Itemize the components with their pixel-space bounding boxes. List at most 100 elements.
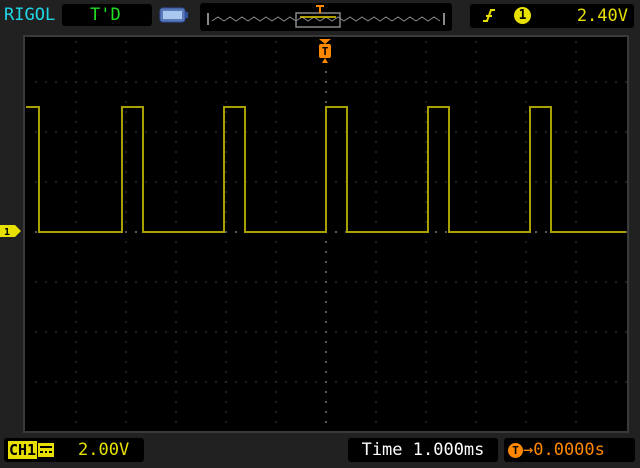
trigger-level: 2.40V — [576, 6, 628, 26]
grid-dot — [445, 331, 447, 333]
memory-depth-bar[interactable] — [200, 3, 452, 31]
grid-dot — [275, 201, 277, 203]
grid-dot — [95, 131, 97, 133]
grid-dot — [615, 381, 617, 383]
grid-dot — [175, 381, 177, 383]
grid-dot — [275, 331, 277, 333]
grid-dot — [435, 281, 437, 283]
grid-dot — [325, 391, 327, 393]
grid-dot — [65, 381, 67, 383]
grid-dot — [175, 331, 177, 333]
grid-dot — [275, 321, 277, 323]
grid-dot — [125, 151, 127, 153]
grid-dot — [515, 381, 517, 383]
grid-dot — [125, 351, 127, 353]
grid-dot — [505, 381, 507, 383]
grid-dot — [515, 81, 517, 83]
grid-dot — [325, 351, 327, 353]
grid-dot — [225, 171, 227, 173]
grid-dot — [565, 81, 567, 83]
grid-dot — [625, 181, 627, 183]
grid-dot — [615, 331, 617, 333]
grid-dot — [175, 301, 177, 303]
trigger-source-badge: 1 — [514, 7, 531, 24]
ch1-scale-panel[interactable]: CH1 2.00V — [4, 438, 144, 462]
grid-dot — [275, 161, 277, 163]
ch1-ground-marker[interactable]: 1 — [0, 224, 22, 238]
grid-dot — [535, 331, 537, 333]
grid-dot — [125, 321, 127, 323]
grid-dot — [425, 81, 427, 83]
grid-dot — [75, 401, 77, 403]
grid-dot — [175, 181, 177, 183]
grid-dot — [175, 251, 177, 253]
grid-dot — [285, 131, 287, 133]
grid-dot — [75, 411, 77, 413]
grid-dot — [425, 131, 427, 133]
grid-dot — [495, 331, 497, 333]
grid-dot — [475, 151, 477, 153]
grid-dot — [45, 181, 47, 183]
grid-dot — [35, 81, 37, 83]
grid-dot — [215, 381, 217, 383]
trigger-panel[interactable]: 1 2.40V — [470, 4, 634, 28]
grid-dot — [395, 81, 397, 83]
grid-dot — [165, 181, 167, 183]
grid-dot — [475, 61, 477, 63]
grid-dot — [155, 181, 157, 183]
grid-dot — [75, 341, 77, 343]
grid-dot — [395, 381, 397, 383]
grid-dot — [215, 181, 217, 183]
waveform-display[interactable]: T — [23, 35, 629, 433]
grid-dot — [75, 111, 77, 113]
grid-dot — [125, 331, 127, 333]
grid-dot — [155, 381, 157, 383]
grid-dot — [455, 281, 457, 283]
grid-dot — [145, 381, 147, 383]
grid-dot — [105, 281, 107, 283]
grid-dot — [135, 81, 137, 83]
grid-dot — [525, 41, 527, 43]
grid-dot — [135, 381, 137, 383]
grid-dot — [465, 181, 467, 183]
grid-dot — [475, 361, 477, 363]
grid-dot — [75, 221, 77, 223]
ch1-volts-per-div: 2.00V — [78, 440, 130, 460]
grid-dot — [425, 411, 427, 413]
grid-dot — [85, 331, 87, 333]
grid-dot — [225, 271, 227, 273]
grid-dot — [125, 291, 127, 293]
grid-dot — [75, 321, 77, 323]
grid-dot — [535, 231, 537, 233]
grid-dot — [425, 251, 427, 253]
grid-dot — [575, 331, 577, 333]
grid-dot — [575, 201, 577, 203]
grid-dot — [325, 421, 327, 423]
grid-dot — [175, 191, 177, 193]
grid-dot — [525, 261, 527, 263]
grid-dot — [385, 381, 387, 383]
grid-dot — [175, 401, 177, 403]
grid-dot — [125, 111, 127, 113]
grid-dot — [315, 131, 317, 133]
grid-dot — [525, 101, 527, 103]
grid-dot — [475, 421, 477, 423]
grid-dot — [265, 131, 267, 133]
grid-dot — [75, 101, 77, 103]
grid-dot — [335, 181, 337, 183]
timebase-readout[interactable]: Time 1.000ms — [348, 438, 498, 462]
grid-dot — [135, 131, 137, 133]
grid-dot — [575, 371, 577, 373]
grid-dot — [125, 61, 127, 63]
grid-dot — [575, 291, 577, 293]
grid-dot — [335, 231, 337, 233]
grid-dot — [75, 421, 77, 423]
grid-dot — [155, 331, 157, 333]
grid-dot — [545, 381, 547, 383]
trigger-offset-readout[interactable]: T →0.0000s — [504, 438, 635, 462]
grid-dot — [525, 201, 527, 203]
grid-dot — [265, 331, 267, 333]
grid-dot — [525, 121, 527, 123]
grid-dot — [565, 331, 567, 333]
grid-dot — [515, 181, 517, 183]
